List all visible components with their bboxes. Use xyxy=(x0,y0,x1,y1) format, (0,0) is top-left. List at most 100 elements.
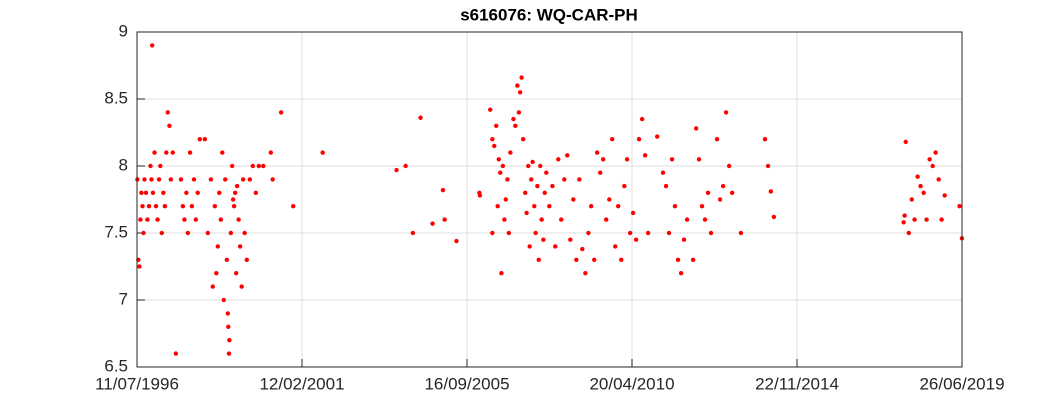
point xyxy=(155,217,160,222)
point xyxy=(939,217,944,222)
point xyxy=(152,150,157,155)
point xyxy=(490,230,495,236)
point xyxy=(226,324,231,329)
point xyxy=(217,190,222,195)
point xyxy=(140,204,145,209)
point xyxy=(197,137,202,142)
point xyxy=(168,177,174,182)
point xyxy=(666,230,672,236)
point xyxy=(553,244,558,249)
point xyxy=(714,137,720,142)
point xyxy=(906,230,911,236)
point xyxy=(158,163,163,169)
point xyxy=(138,217,143,222)
point xyxy=(145,217,150,222)
point xyxy=(607,197,612,202)
point xyxy=(440,187,446,193)
point xyxy=(699,204,705,209)
point xyxy=(598,170,603,175)
point xyxy=(594,150,600,155)
point xyxy=(684,217,690,222)
point xyxy=(562,177,567,182)
point xyxy=(164,150,169,155)
point xyxy=(244,257,250,262)
point xyxy=(498,170,503,175)
point xyxy=(515,83,520,88)
point xyxy=(539,217,544,222)
point xyxy=(547,204,552,209)
point xyxy=(496,157,501,162)
point xyxy=(253,190,259,195)
point xyxy=(231,204,237,209)
marks xyxy=(135,43,965,356)
point xyxy=(511,116,516,122)
point xyxy=(726,163,732,169)
point xyxy=(520,137,526,142)
point xyxy=(256,163,262,169)
y-tick-label: 8 xyxy=(119,155,128,174)
point xyxy=(503,197,508,202)
point xyxy=(227,338,232,343)
point xyxy=(210,284,215,289)
point xyxy=(513,123,518,128)
point xyxy=(550,183,555,189)
point xyxy=(212,204,218,209)
point xyxy=(633,237,639,242)
point xyxy=(502,217,507,222)
point xyxy=(693,126,699,131)
point xyxy=(506,230,512,236)
point xyxy=(912,217,917,222)
point xyxy=(535,183,540,189)
point xyxy=(225,311,231,316)
point xyxy=(500,163,506,169)
point xyxy=(490,137,495,142)
point xyxy=(524,210,529,216)
point xyxy=(529,177,534,182)
point xyxy=(936,177,941,182)
point xyxy=(492,143,497,149)
point xyxy=(153,204,159,209)
point xyxy=(205,230,211,236)
point xyxy=(642,153,648,158)
point xyxy=(556,157,561,162)
point xyxy=(672,204,678,209)
point xyxy=(903,139,908,145)
point xyxy=(530,159,535,165)
point xyxy=(517,90,523,95)
point xyxy=(738,230,744,236)
point xyxy=(187,150,193,155)
point xyxy=(519,75,524,80)
point xyxy=(771,214,777,220)
point xyxy=(624,157,630,162)
point xyxy=(150,190,156,195)
point xyxy=(669,157,675,162)
point xyxy=(195,190,200,195)
point xyxy=(499,271,504,276)
point xyxy=(533,230,538,236)
point xyxy=(639,116,645,122)
point xyxy=(600,157,606,162)
point xyxy=(927,157,932,162)
point xyxy=(627,230,633,236)
point xyxy=(278,110,284,115)
point xyxy=(410,230,416,236)
point xyxy=(532,204,537,209)
point xyxy=(247,177,253,182)
x-tick-label: 22/11/2014 xyxy=(755,374,839,393)
point xyxy=(215,244,220,249)
point xyxy=(918,183,923,189)
point xyxy=(178,177,184,182)
point xyxy=(495,204,500,209)
point xyxy=(185,230,191,236)
point xyxy=(268,150,274,155)
point xyxy=(148,163,153,169)
point xyxy=(270,177,275,182)
point xyxy=(645,230,651,236)
point xyxy=(442,217,447,222)
x-tick-label: 12/02/2001 xyxy=(259,374,344,393)
point xyxy=(162,204,168,209)
point xyxy=(613,244,618,249)
point xyxy=(237,244,243,249)
point xyxy=(915,174,920,179)
y-tick-label: 7 xyxy=(119,289,128,308)
